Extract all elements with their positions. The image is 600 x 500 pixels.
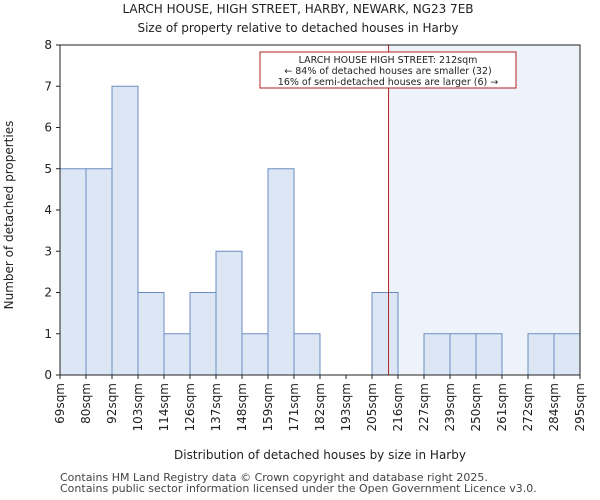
- x-axis-label: Distribution of detached houses by size …: [174, 448, 466, 462]
- x-tick-label-80sqm: 80sqm: [79, 383, 93, 424]
- y-tick-label-7: 7: [44, 79, 52, 93]
- y-axis-label: Number of detached properties: [2, 121, 16, 310]
- x-tick-label-205sqm: 205sqm: [365, 383, 379, 431]
- bar-114sqm: [163, 333, 191, 376]
- bars-group: [59, 85, 581, 376]
- y-axis: 0 1 2 3 4 5 6 7 8: [44, 38, 60, 382]
- annotation-box-frame: [259, 51, 517, 89]
- x-tick-label-171sqm: 171sqm: [287, 383, 301, 431]
- x-tick-label-295sqm: 295sqm: [573, 383, 587, 431]
- chart-subtitle: Size of property relative to detached ho…: [137, 21, 458, 35]
- bar-227sqm: [423, 333, 451, 376]
- x-axis: 69sqm 80sqm 92sqm 103sqm 114sqm 126sqm 137sqm 1…: [53, 375, 587, 431]
- x-tick-label-250sqm: 250sqm: [469, 383, 483, 431]
- x-tick-label-284sqm: 284sqm: [547, 383, 561, 431]
- x-tick-label-261sqm: 261sqm: [495, 383, 509, 431]
- footer-line-1: Contains HM Land Registry data © Crown c…: [60, 471, 488, 484]
- x-tick-label-182sqm: 182sqm: [313, 383, 327, 431]
- y-tick-label-6: 6: [44, 121, 52, 135]
- chart-title: LARCH HOUSE, HIGH STREET, HARBY, NEWARK,…: [122, 2, 473, 16]
- bar-239sqm: [449, 333, 477, 376]
- bar-126sqm: [189, 292, 217, 376]
- bar-103sqm: [137, 292, 165, 376]
- highlight-region: [388, 45, 580, 375]
- y-tick-label-0: 0: [44, 368, 52, 382]
- bar-272sqm: [527, 333, 555, 376]
- y-tick-label-3: 3: [44, 244, 52, 258]
- x-tick-label-272sqm: 272sqm: [521, 383, 535, 431]
- x-tick-label-239sqm: 239sqm: [443, 383, 457, 431]
- bar-69sqm: [59, 168, 87, 376]
- bar-80sqm: [85, 168, 113, 376]
- bar-159sqm: [267, 168, 295, 376]
- bar-284sqm: [553, 333, 581, 376]
- x-tick-label-126sqm: 126sqm: [183, 383, 197, 431]
- bar-250sqm: [475, 333, 503, 376]
- annotation-line-1: LARCH HOUSE HIGH STREET: 212sqm: [299, 55, 478, 66]
- y-tick-label-8: 8: [44, 38, 52, 52]
- bar-205sqm: [371, 292, 399, 376]
- bar-137sqm: [215, 250, 243, 376]
- x-tick-label-159sqm: 159sqm: [261, 383, 275, 431]
- bar-148sqm: [241, 333, 269, 376]
- x-tick-label-193sqm: 193sqm: [339, 383, 353, 431]
- x-tick-label-103sqm: 103sqm: [131, 383, 145, 431]
- x-tick-label-148sqm: 148sqm: [235, 383, 249, 431]
- x-tick-label-137sqm: 137sqm: [209, 383, 223, 431]
- y-tick-label-4: 4: [44, 203, 52, 217]
- bar-92sqm: [111, 85, 139, 376]
- footer: Contains HM Land Registry data © Crown c…: [60, 472, 537, 494]
- x-tick-label-227sqm: 227sqm: [417, 383, 431, 431]
- y-tick-label-2: 2: [44, 286, 52, 300]
- footer-line-2: Contains public sector information licen…: [60, 482, 537, 495]
- x-tick-label-216sqm: 216sqm: [391, 383, 405, 431]
- x-tick-label-69sqm: 69sqm: [53, 383, 67, 424]
- bar-171sqm: [293, 333, 321, 376]
- y-tick-label-5: 5: [44, 162, 52, 176]
- annotation-line-2: ← 84% of detached houses are smaller (32…: [284, 66, 491, 77]
- y-tick-label-1: 1: [44, 327, 52, 341]
- annotation-line-3: 16% of semi-detached houses are larger (…: [278, 77, 498, 88]
- annotation-box: LARCH HOUSE HIGH STREET: 212sqm ← 84% of…: [259, 51, 517, 89]
- x-tick-label-114sqm: 114sqm: [157, 383, 171, 431]
- x-tick-label-92sqm: 92sqm: [105, 383, 119, 424]
